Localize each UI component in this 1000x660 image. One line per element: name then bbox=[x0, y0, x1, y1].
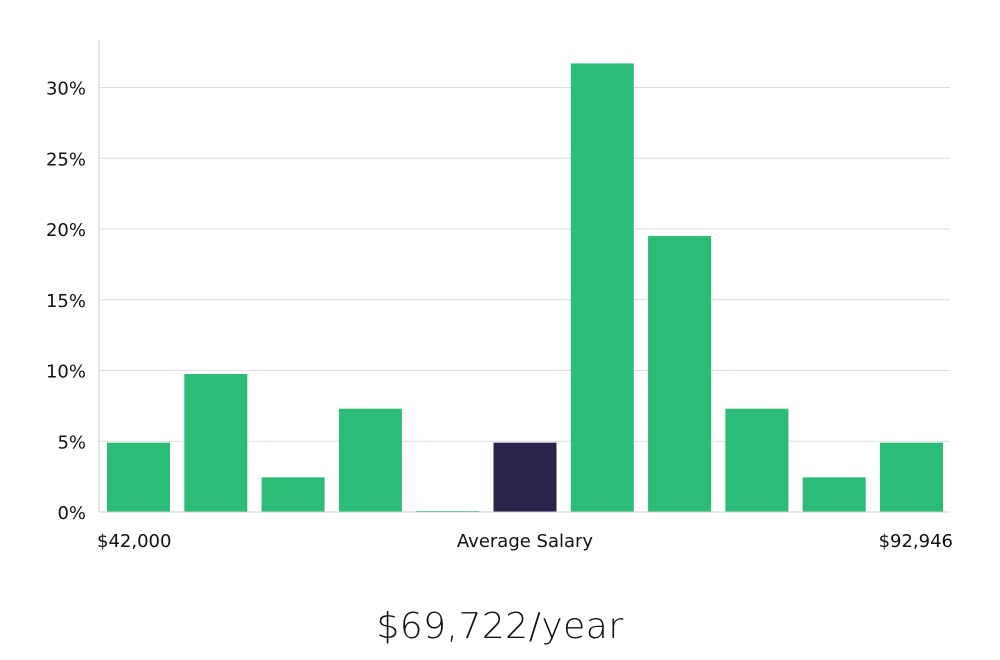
y-tick-label: 25% bbox=[46, 149, 86, 170]
gridlines bbox=[99, 87, 950, 442]
y-tick-label: 20% bbox=[46, 220, 86, 241]
x-label-max: $92,946 bbox=[879, 531, 953, 552]
salary-histogram: 0% 5% 10% 15% 20% 25% 30% $42,000 Average Sala… bbox=[46, 40, 953, 552]
y-tick-label: 0% bbox=[57, 503, 86, 524]
bar bbox=[648, 236, 712, 512]
bar bbox=[570, 63, 634, 512]
y-tick-labels: 0% 5% 10% 15% 20% 25% 30% bbox=[46, 79, 86, 525]
bar bbox=[184, 374, 248, 512]
bar bbox=[725, 408, 789, 512]
bar bbox=[802, 477, 866, 512]
y-tick-label: 5% bbox=[57, 432, 86, 453]
x-label-min: $42,000 bbox=[97, 531, 171, 552]
y-tick-label: 15% bbox=[46, 291, 86, 312]
bar-average-highlight bbox=[493, 442, 557, 512]
x-label-center: Average Salary bbox=[457, 531, 594, 552]
bars bbox=[99, 63, 950, 513]
y-tick-label: 10% bbox=[46, 362, 86, 383]
bar bbox=[107, 442, 170, 512]
average-salary-value: $69,722/year bbox=[376, 606, 624, 647]
bar bbox=[261, 477, 325, 512]
bar bbox=[338, 408, 402, 512]
bar bbox=[880, 442, 943, 512]
y-tick-label: 30% bbox=[46, 79, 86, 100]
